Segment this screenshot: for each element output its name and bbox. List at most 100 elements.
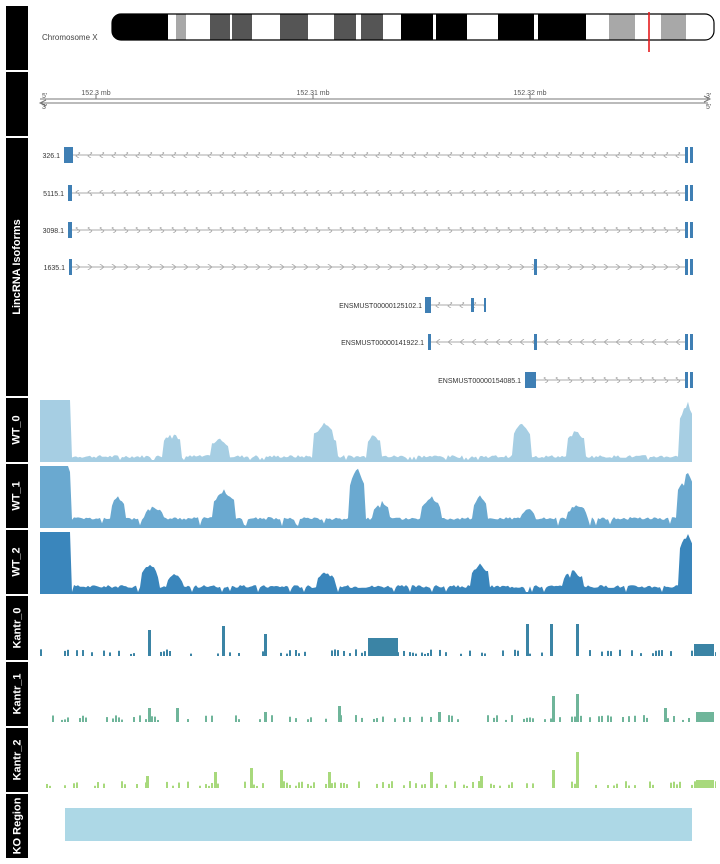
- coverage-bar: [655, 650, 657, 656]
- coverage-bar: [298, 653, 300, 656]
- coverage-bar: [40, 649, 42, 656]
- coverage-bar: [133, 717, 135, 722]
- coverage-bar: [373, 718, 375, 722]
- isoform-row: ENSMUST00000125102.1: [339, 297, 486, 313]
- coverage-bar: [376, 718, 378, 722]
- strand-label-5prime: 5': [42, 93, 47, 100]
- coverage-bar: [73, 783, 75, 788]
- coverage-bar: [289, 650, 291, 656]
- coverage-bar: [118, 717, 120, 722]
- exon: [69, 259, 72, 275]
- coverage-peak: [214, 772, 217, 788]
- coverage-bar: [574, 783, 576, 788]
- coverage-bar: [283, 781, 285, 788]
- coverage-bar: [496, 715, 498, 722]
- coverage-bar: [661, 650, 663, 656]
- coverage-bar: [307, 719, 309, 722]
- coverage-peak: [176, 708, 179, 722]
- genome-axis: 5' 3' 3' 5' 152.3 mb 152.31 mb 152.32 mb: [38, 90, 711, 111]
- coverage-bar: [346, 784, 348, 788]
- coverage-bar: [331, 650, 333, 656]
- coverage-bar: [559, 717, 561, 722]
- coverage-bar: [295, 785, 297, 788]
- coverage-bar: [382, 716, 384, 722]
- coverage-bar: [304, 651, 306, 656]
- coverage-peak: [148, 630, 151, 656]
- coverage-bar: [445, 784, 447, 788]
- coverage-bar: [349, 653, 351, 656]
- exon: [471, 298, 474, 312]
- coverage-bar: [106, 717, 108, 722]
- isoform-row: ENSMUST00000141922.1: [341, 334, 693, 350]
- exon: [685, 147, 688, 163]
- track-label-ko-region: KO Region: [6, 794, 28, 858]
- track-label-text: WT_1: [11, 481, 23, 511]
- track-label-text: WT_0: [11, 415, 23, 445]
- coverage-bar: [421, 652, 423, 656]
- isoform-label: 5115.1: [43, 191, 64, 198]
- coverage-bar: [472, 781, 474, 788]
- coverage-bar: [211, 782, 213, 788]
- coverage-bar: [607, 650, 609, 656]
- coverage-bar: [478, 781, 480, 788]
- band-dark: [436, 14, 467, 40]
- coverage-bar: [610, 716, 612, 722]
- band-light: [609, 14, 635, 40]
- coverage-bar: [448, 715, 450, 722]
- coverage-bar: [628, 716, 630, 722]
- coverage-bar: [337, 650, 339, 656]
- coverage-bar: [157, 719, 159, 722]
- coverage-bar: [670, 651, 672, 656]
- coverage-bar: [46, 783, 48, 788]
- coverage-bar: [481, 652, 483, 656]
- coverage-area: [40, 466, 692, 528]
- coverage-bar: [259, 719, 261, 722]
- coverage-peak: [146, 776, 149, 788]
- coverage-bar: [616, 783, 618, 788]
- coverage-peak: [696, 780, 714, 788]
- coverage-bar: [289, 784, 291, 788]
- coverage-bar: [652, 784, 654, 788]
- band-mid: [334, 14, 356, 40]
- coverage-bar: [238, 652, 240, 656]
- coverage-bar: [82, 715, 84, 722]
- chromosome-ideogram: [111, 12, 715, 52]
- track-label-kantr2: Kantr_2: [6, 728, 28, 792]
- coverage-bar: [487, 715, 489, 722]
- coverage-area: [40, 532, 692, 594]
- coverage-bar: [64, 785, 66, 788]
- band-light: [176, 14, 186, 40]
- coverage-bar: [133, 653, 135, 656]
- coverage-bar: [199, 785, 201, 788]
- coverage-bar: [622, 716, 624, 722]
- coverage-bar: [463, 784, 465, 788]
- coverage-bar: [511, 782, 513, 788]
- coverage-bar: [517, 650, 519, 656]
- coverage-bar: [646, 717, 648, 722]
- coverage-bar: [403, 650, 405, 656]
- coverage-bar: [532, 783, 534, 788]
- coverage-bar: [652, 653, 654, 656]
- isoform-row: 326.1: [42, 147, 693, 163]
- coverage-bar: [169, 651, 171, 656]
- coverage-bar: [103, 783, 105, 788]
- exon: [534, 259, 537, 275]
- coverage-bar: [598, 716, 600, 722]
- coverage-bar: [691, 650, 693, 656]
- isoform-label: 3098.1: [43, 228, 65, 235]
- coverage-bar: [619, 649, 621, 656]
- coverage-bar: [529, 717, 531, 722]
- coverage-bar: [499, 785, 501, 788]
- coverage-bar: [436, 783, 438, 788]
- coverage-bar: [394, 718, 396, 722]
- coverage-bar: [493, 784, 495, 788]
- coverage-bar: [490, 783, 492, 788]
- coverage-bar: [280, 652, 282, 656]
- coverage-bar: [409, 717, 411, 722]
- coverage-track-wt0: [40, 400, 692, 462]
- coverage-bar: [307, 783, 309, 788]
- coverage-bar: [529, 653, 531, 656]
- coverage-bar: [166, 649, 168, 656]
- band-dark: [538, 14, 586, 40]
- coverage-bar: [628, 785, 630, 788]
